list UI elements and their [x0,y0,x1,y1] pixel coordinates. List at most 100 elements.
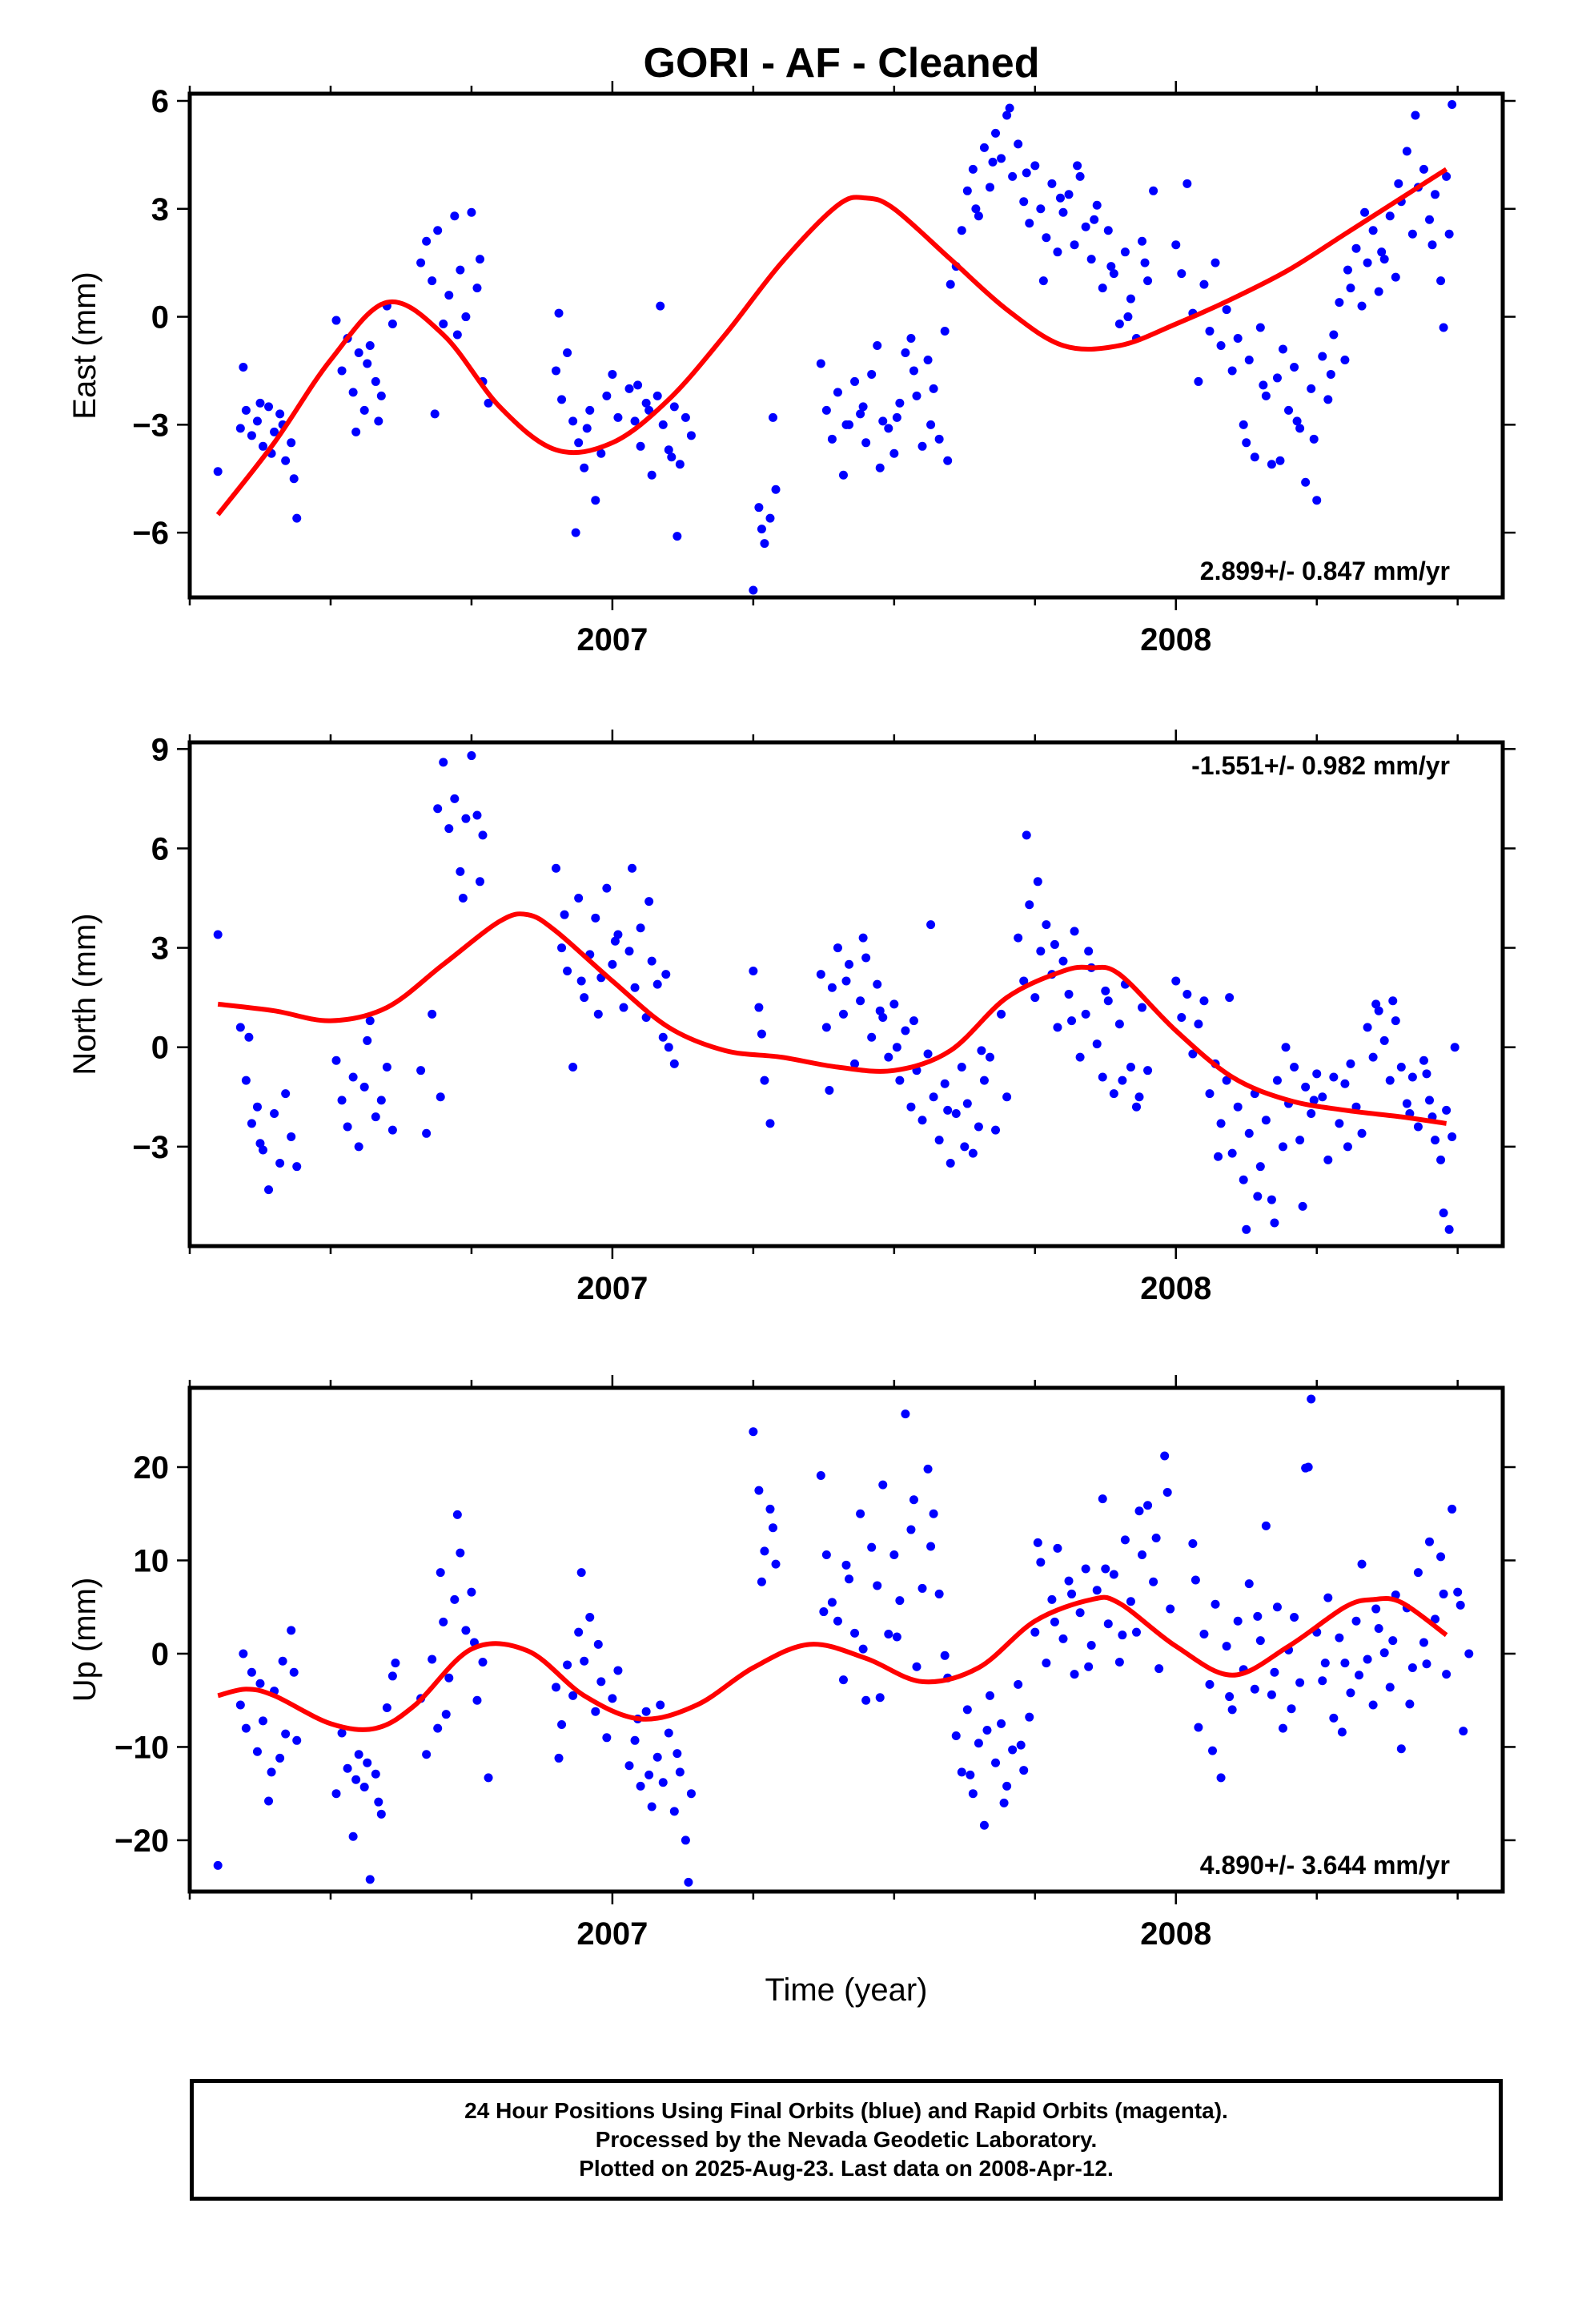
east-data-point [452,330,462,340]
up-panel: −20 −10 0 10 20 2007 2008 Up (mm) Time (year) 4.8… [67,1375,1516,2008]
east-data-point [943,456,953,465]
east-data-point [1391,272,1400,282]
north-data-point [1309,1096,1319,1105]
north-data-point [619,1003,628,1012]
north-data-point [576,976,586,986]
east-data-point [926,420,936,429]
up-data-point [259,1716,268,1726]
east-xtick-label: 2007 [576,622,648,657]
north-data-point [892,1043,901,1052]
up-data-point [816,1470,825,1480]
east-data-point [1340,355,1350,364]
north-data-point [628,863,637,873]
north-data-point [901,1026,910,1035]
up-data-point [287,1626,296,1635]
north-data-point [1033,877,1042,887]
east-data-point [833,388,842,397]
north-data-point [1064,990,1074,999]
north-data-point [354,1142,363,1152]
east-data-point [873,341,882,350]
east-data-point [1030,161,1040,171]
up-data-point [895,1596,905,1606]
north-data-point [1025,900,1034,910]
north-data-point [458,893,468,903]
east-data-point [235,424,245,433]
north-data-point [850,1059,860,1068]
up-data-point [1194,1723,1203,1732]
up-data-point [1250,1684,1259,1694]
east-data-point [433,226,443,235]
east-data-point [475,255,484,264]
north-data-point [568,1063,578,1072]
north-data-point [991,1125,1001,1135]
north-data-point [241,1076,251,1085]
north-data-point [1357,1128,1367,1138]
east-data-point [1379,255,1389,264]
east-data-point [912,391,921,400]
north-data-point [946,1159,955,1168]
north-ytick-label: 0 [151,1031,169,1066]
north-fit-curve [217,911,1447,1126]
up-data-point [1255,1636,1265,1646]
up-rate-label: 4.890+/- 3.644 mm/yr [1200,1851,1450,1880]
east-data-point [1411,111,1420,120]
east-data-point [1261,391,1271,400]
north-data-point [889,999,899,1009]
up-data-point [1025,1712,1034,1722]
north-data-point [929,1092,938,1102]
east-data-point [686,431,696,440]
east-data-point [1086,255,1096,264]
east-data-point [1309,434,1319,444]
east-data-point [1081,222,1090,231]
east-data-point [387,320,397,329]
north-data-point [647,956,656,966]
north-data-point [962,1099,972,1108]
north-data-point [1272,1076,1282,1085]
east-fit-curve [215,167,1448,517]
up-data-point [1101,1564,1110,1574]
east-data-point [1326,369,1335,379]
up-data-point [343,1763,352,1773]
up-data-point [1191,1575,1200,1585]
east-ytick-label: −6 [132,516,169,551]
north-data-point [765,1119,775,1128]
up-data-point [428,1655,437,1664]
east-data-point [856,409,865,419]
east-data-point [1267,460,1276,469]
east-data-point [241,405,251,415]
north-data-point [1030,993,1040,1003]
up-data-point [441,1710,451,1719]
north-data-point [613,930,623,939]
up-data-point [456,1548,465,1558]
east-data-point [821,405,831,415]
up-data-point [652,1752,662,1762]
north-data-point [1407,1072,1417,1082]
north-data-point [960,1142,970,1152]
north-data-point [602,883,612,893]
up-data-point [376,1809,386,1819]
north-data-point [1075,1052,1085,1062]
up-data-point [1374,1624,1383,1634]
up-data-point [760,1546,769,1556]
east-data-point [1275,456,1285,465]
east-data-point [749,585,758,595]
north-data-point [1118,1076,1127,1085]
east-data-point [850,376,860,386]
up-ytick-label: 20 [134,1450,170,1486]
up-data-point [382,1703,391,1713]
east-data-point [875,463,885,472]
up-data-point [557,1719,567,1729]
north-data-point [926,920,936,930]
chart-title: GORI - AF - Cleaned [644,40,1040,86]
east-data-point [1109,269,1118,279]
up-data-point [444,1673,454,1683]
up-data-point [1047,1594,1057,1604]
up-data-point [1208,1746,1218,1755]
north-data-point [875,1006,885,1015]
north-data-point [275,1159,285,1168]
north-data-point [331,1055,341,1065]
east-data-point [771,485,781,494]
north-data-point [658,1032,668,1042]
north-data-point [422,1128,432,1138]
north-data-point [560,910,569,919]
